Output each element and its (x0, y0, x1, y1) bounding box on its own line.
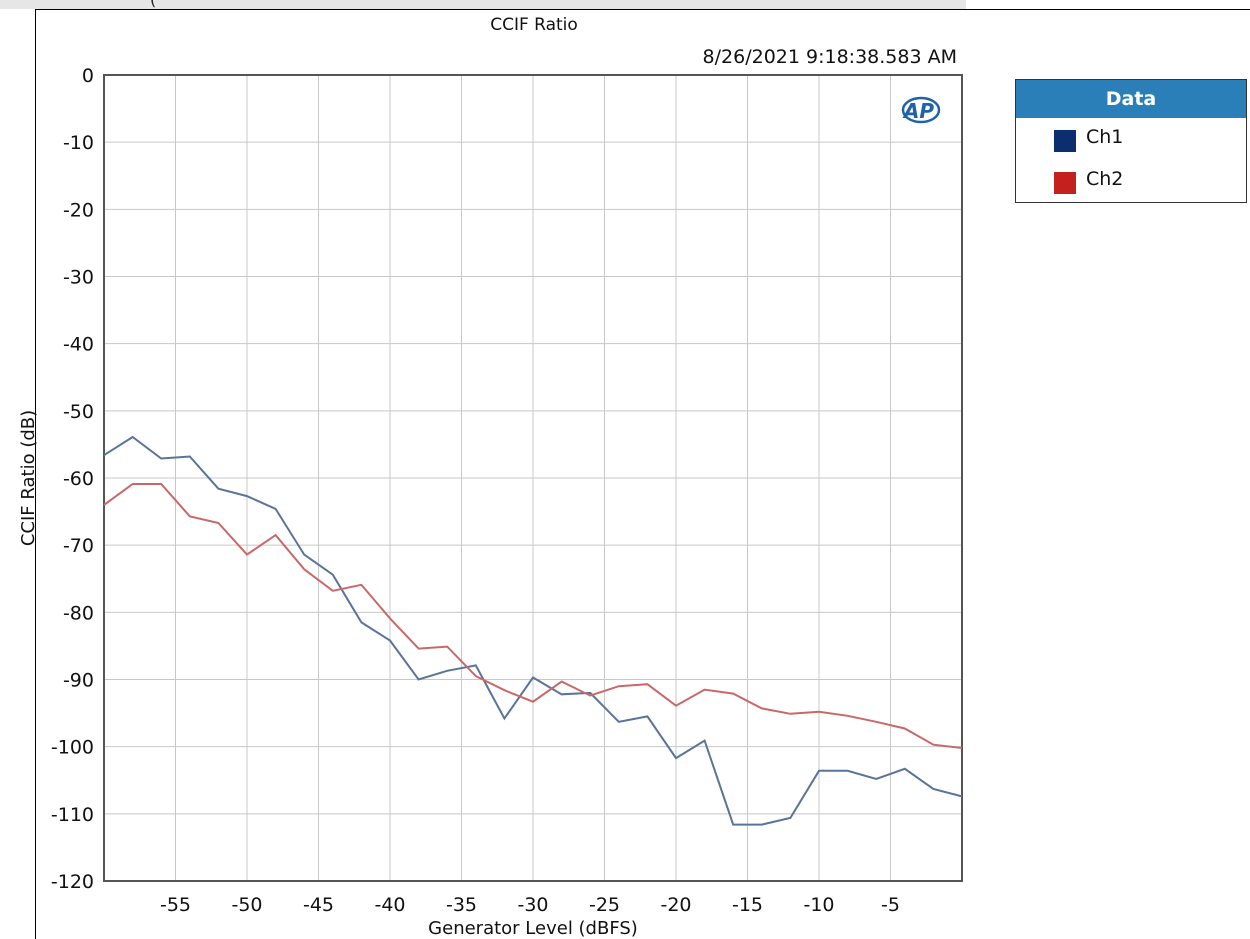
x-tick-label: -30 (517, 894, 548, 916)
y-tick-label: -100 (51, 737, 94, 759)
y-tick-label: -120 (51, 871, 94, 893)
series-line-ch1 (103, 435, 963, 826)
x-tick-label: -15 (732, 894, 763, 916)
y-tick-label: -110 (51, 804, 94, 826)
y-tick-label: -10 (63, 132, 94, 154)
top-strip: ( (0, 0, 966, 9)
y-tick-label: -80 (63, 602, 94, 624)
grid (104, 74, 962, 882)
tick-labels: -55 -50 -45 -40 -35 -30 -25 -20 -15 -10 -50-10-20-… (51, 65, 900, 916)
series-line-ch2 (103, 483, 963, 749)
legend: Data Ch1 Ch2 (1015, 79, 1247, 203)
legend-swatch-ch1 (1054, 130, 1076, 152)
svg-text:AP: AP (902, 99, 934, 123)
y-tick-label: -40 (63, 334, 94, 356)
chart-timestamp: 8/26/2021 9:18:38.583 AM (703, 46, 957, 68)
x-tick-label: -10 (803, 894, 834, 916)
plot-area-border (103, 74, 963, 882)
frame-border-left (35, 9, 36, 939)
x-tick-label: -5 (881, 894, 900, 916)
y-tick-label: -20 (63, 199, 94, 221)
y-tick-label: -50 (63, 401, 94, 423)
y-tick-label: -30 (63, 267, 94, 289)
frame-border-top (35, 9, 1250, 10)
legend-label-ch2: Ch2 (1086, 168, 1124, 190)
legend-label-ch1: Ch1 (1086, 126, 1124, 148)
legend-header: Data (1016, 80, 1246, 118)
x-tick-label: -40 (374, 894, 405, 916)
x-tick-label: -45 (303, 894, 334, 916)
y-tick-label: 0 (82, 65, 94, 87)
y-tick-label: -60 (63, 468, 94, 490)
x-tick-label: -50 (231, 894, 262, 916)
series (103, 435, 963, 826)
legend-swatch-ch2 (1054, 172, 1076, 194)
x-tick-label: -55 (160, 894, 191, 916)
chart-title: CCIF Ratio (490, 15, 578, 35)
top-strip-text: ( (150, 0, 156, 9)
ap-logo-icon: AP (901, 96, 941, 124)
x-tick-label: -20 (660, 894, 691, 916)
x-tick-label: -25 (589, 894, 620, 916)
y-tick-label: -70 (63, 535, 94, 557)
y-axis-label: CCIF Ratio (dB) (18, 410, 39, 546)
y-tick-label: -90 (63, 670, 94, 692)
x-axis-label: Generator Level (dBFS) (428, 918, 638, 939)
x-tick-label: -35 (446, 894, 477, 916)
